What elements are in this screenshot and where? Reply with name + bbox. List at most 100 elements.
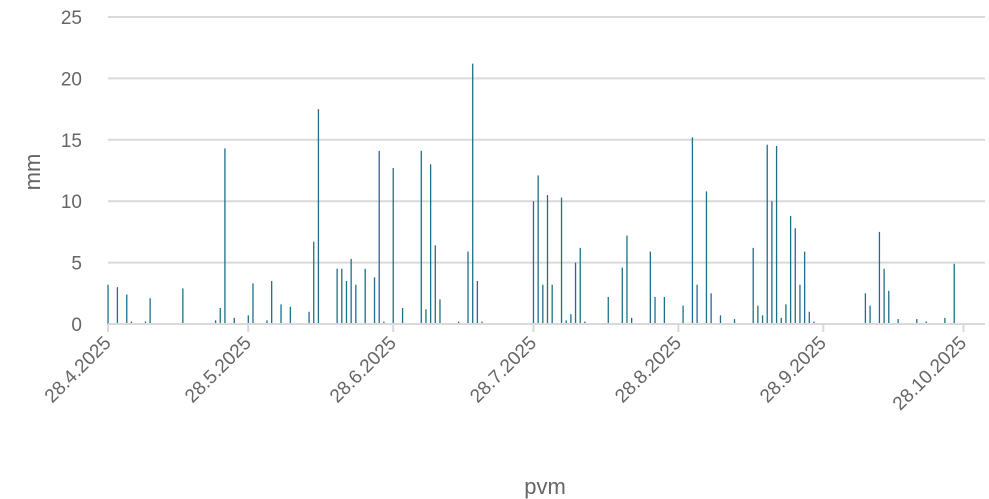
bar [378, 150, 380, 324]
bar [785, 304, 787, 324]
bar [313, 241, 315, 324]
bar [345, 281, 348, 324]
bar [766, 144, 768, 324]
bar [214, 320, 217, 324]
bar [780, 317, 782, 324]
bar [803, 251, 806, 324]
bar [130, 321, 133, 324]
bar [481, 321, 483, 324]
x-tick-label: 28.5.2025 [181, 333, 256, 408]
x-tick-label: 28.6.2025 [326, 333, 401, 408]
bar [144, 321, 147, 324]
x-axis-title: pvm [524, 474, 566, 499]
bar [373, 277, 376, 324]
bar [864, 293, 867, 324]
bar [425, 309, 427, 324]
bar [355, 284, 357, 324]
bar [607, 296, 609, 324]
bar [247, 315, 249, 324]
bar [570, 314, 572, 324]
bar [280, 304, 282, 324]
bar [771, 201, 773, 324]
bar [532, 201, 535, 324]
x-tick-label: 28.7.2025 [466, 333, 541, 408]
bar [761, 315, 764, 324]
bar [925, 321, 927, 324]
bar [682, 305, 684, 324]
bar [116, 287, 119, 324]
bar [878, 231, 881, 324]
bar [439, 299, 441, 324]
bar [663, 296, 666, 324]
bar [897, 319, 899, 324]
bar [224, 148, 226, 324]
bar [392, 168, 394, 324]
bar [233, 317, 235, 324]
bar [799, 284, 801, 324]
bar [813, 321, 815, 324]
bar [574, 262, 577, 324]
bar [560, 197, 563, 324]
bar-series [107, 63, 955, 324]
bar [420, 150, 422, 324]
bar [149, 298, 151, 324]
bar [467, 251, 469, 324]
bar [401, 308, 404, 324]
bar [710, 293, 712, 324]
bar [308, 311, 310, 324]
bar [944, 317, 946, 324]
bar [883, 268, 885, 324]
y-tick-label: 15 [61, 131, 82, 152]
bar [953, 263, 955, 324]
bar [696, 284, 698, 324]
bar [252, 283, 254, 324]
bar [654, 296, 656, 324]
x-tick-labels: 28.4.2025 28.5.2025 28.6.2025 28.7.2025 28.8… [41, 324, 971, 415]
bar [458, 321, 460, 324]
bar [182, 288, 184, 324]
bar [621, 267, 623, 324]
y-tick-label: 20 [61, 69, 82, 90]
y-gridlines [108, 16, 985, 264]
bar [733, 319, 736, 324]
bar [869, 305, 871, 324]
bar [808, 311, 810, 324]
bar [794, 228, 796, 324]
bar [289, 306, 292, 324]
bar [317, 109, 320, 324]
bar [271, 281, 273, 324]
bar [126, 294, 128, 324]
bar [219, 308, 221, 324]
bar [888, 290, 890, 324]
x-tick-label: 28.4.2025 [41, 333, 116, 408]
bar [429, 164, 432, 324]
y-tick-label: 25 [61, 8, 82, 29]
bar [757, 305, 759, 324]
bar [705, 191, 708, 324]
bar [472, 63, 474, 324]
y-axis-title: mm [20, 154, 45, 191]
bar [719, 315, 722, 324]
bar [434, 245, 436, 324]
bar [542, 284, 544, 324]
x-tick-label: 28.8.2025 [611, 333, 686, 408]
bar [579, 247, 581, 324]
bar [775, 145, 778, 324]
bar [691, 137, 694, 324]
bar [551, 284, 553, 324]
bar [383, 321, 385, 324]
y-tick-label: 10 [61, 192, 82, 213]
x-tick-label: 28.9.2025 [756, 333, 831, 408]
bar [537, 175, 539, 324]
bar [546, 195, 549, 324]
bar [350, 258, 352, 324]
bar [266, 320, 268, 324]
bar [476, 281, 479, 324]
bar [789, 215, 792, 324]
bar [584, 321, 586, 324]
y-tick-label: 5 [71, 254, 82, 275]
y-tick-label: 0 [71, 315, 82, 336]
bar [626, 235, 628, 324]
bar [107, 284, 109, 324]
